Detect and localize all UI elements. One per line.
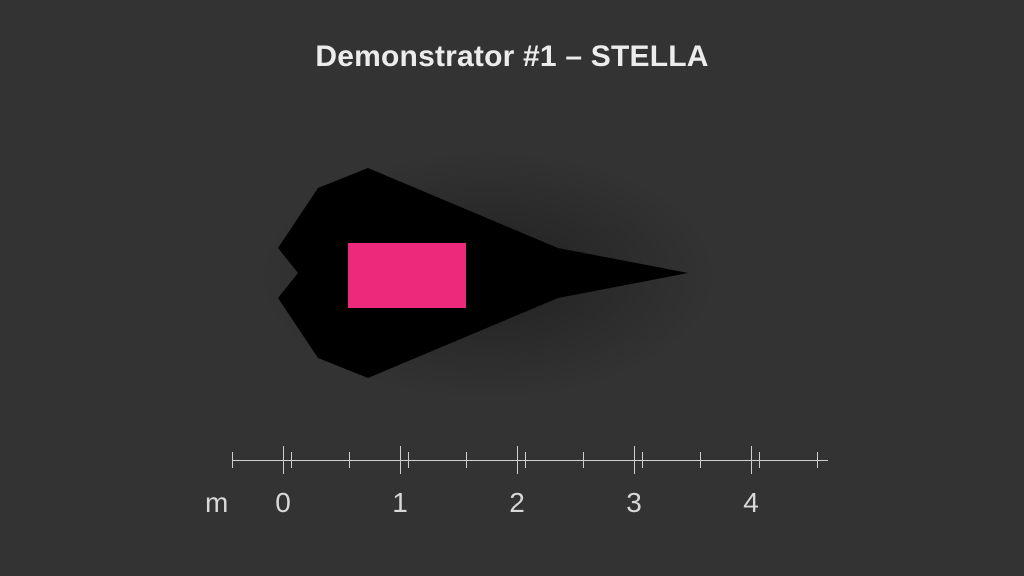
ruler-minor-tick <box>642 452 643 468</box>
ruler-major-tick <box>400 446 401 474</box>
payload-bay <box>348 243 466 308</box>
ruler-major-tick <box>517 446 518 474</box>
ruler-minor-tick <box>700 452 701 468</box>
ruler-minor-tick <box>232 452 233 468</box>
vehicle-body <box>278 168 688 378</box>
vehicle-svg <box>278 168 698 378</box>
ruler-minor-tick <box>291 452 292 468</box>
ruler-unit-label: m <box>205 487 228 519</box>
diagram-stage: Demonstrator #1 – STELLA 0 1 2 3 4 m <box>0 0 1024 576</box>
ruler-major-tick <box>283 446 284 474</box>
ruler-tick-label: 4 <box>743 487 759 519</box>
ruler-minor-tick <box>349 452 350 468</box>
ruler-tick-label: 3 <box>626 487 642 519</box>
ruler-tick-label: 0 <box>275 487 291 519</box>
ruler-axis-line <box>232 460 828 461</box>
ruler-tick-label: 2 <box>509 487 525 519</box>
ruler-minor-tick <box>817 452 818 468</box>
ruler-minor-tick <box>408 452 409 468</box>
diagram-title: Demonstrator #1 – STELLA <box>0 40 1024 74</box>
ruler-tick-label: 1 <box>392 487 408 519</box>
ruler-minor-tick <box>525 452 526 468</box>
ruler-minor-tick <box>759 452 760 468</box>
ruler-minor-tick <box>583 452 584 468</box>
ruler-minor-tick <box>466 452 467 468</box>
ruler-major-tick <box>751 446 752 474</box>
ruler-major-tick <box>634 446 635 474</box>
